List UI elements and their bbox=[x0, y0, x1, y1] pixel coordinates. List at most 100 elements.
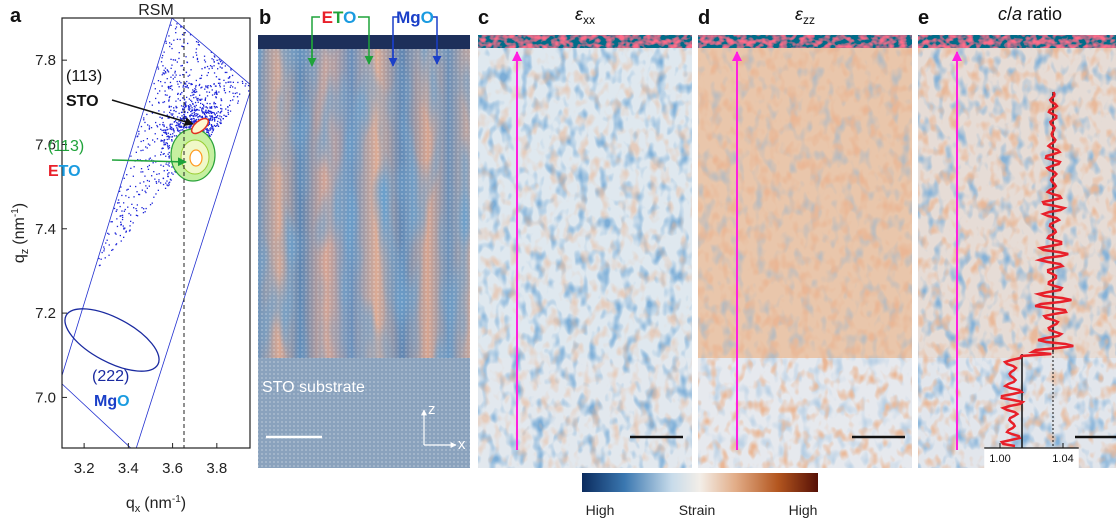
scatter-dot bbox=[167, 85, 170, 88]
scatter-dot bbox=[219, 78, 221, 81]
scatter-dot bbox=[192, 109, 194, 112]
scatter-dot bbox=[185, 116, 187, 119]
scatter-dot bbox=[185, 116, 187, 118]
scatter-dot bbox=[163, 144, 165, 146]
scatter-dot bbox=[174, 72, 176, 74]
scatter-dot bbox=[187, 87, 189, 89]
scatter-dot bbox=[192, 103, 194, 105]
scatter-dot bbox=[111, 221, 113, 223]
scatter-dot bbox=[180, 118, 182, 120]
scatter-dot bbox=[154, 141, 156, 143]
scatter-dot bbox=[188, 120, 191, 123]
scatter-dot bbox=[142, 140, 145, 142]
scatter-dot bbox=[197, 101, 199, 103]
scatter-dot bbox=[155, 161, 157, 163]
scatter-dot bbox=[175, 135, 177, 137]
scatter-dot bbox=[197, 116, 199, 118]
scatter-dot bbox=[234, 87, 236, 89]
text-part: E bbox=[48, 163, 59, 180]
x-tick-label: 3.8 bbox=[206, 460, 227, 477]
scatter-dot bbox=[175, 32, 177, 34]
scatter-dot bbox=[190, 114, 192, 116]
scatter-dot bbox=[193, 121, 195, 123]
text-part: (nm bbox=[11, 217, 28, 245]
x-tick-label: 3.6 bbox=[162, 460, 183, 477]
strain-texture bbox=[478, 35, 692, 468]
scatter-dot bbox=[167, 132, 169, 134]
scatter-dot bbox=[186, 96, 188, 98]
scatter-dot bbox=[136, 204, 138, 206]
scatter-dot bbox=[160, 81, 162, 83]
scatter-dot bbox=[130, 155, 132, 157]
scatter-dot bbox=[160, 164, 162, 166]
surface-band bbox=[918, 35, 1116, 48]
scatter-dot bbox=[215, 96, 217, 98]
scatter-dot bbox=[232, 92, 234, 94]
scatter-dot bbox=[210, 85, 212, 88]
text-part: xx bbox=[583, 13, 595, 27]
scatter-dot bbox=[204, 88, 206, 90]
scatter-dot bbox=[162, 54, 164, 57]
scatter-dot bbox=[137, 159, 139, 161]
scatter-dot bbox=[157, 80, 160, 82]
scatter-dot bbox=[189, 127, 191, 129]
scatter-dot bbox=[180, 25, 182, 27]
scatter-dot bbox=[186, 84, 188, 87]
scatter-dot bbox=[214, 120, 216, 122]
scatter-dot bbox=[169, 45, 171, 48]
scatter-dot bbox=[210, 124, 213, 126]
scatter-dot bbox=[155, 193, 157, 195]
scatter-dot bbox=[215, 106, 217, 108]
scatter-dot bbox=[166, 129, 168, 131]
scatter-dot bbox=[173, 109, 175, 112]
scatter-dot bbox=[148, 164, 150, 167]
scatter-dot bbox=[119, 190, 121, 192]
scatter-dot bbox=[163, 129, 165, 131]
scatter-dot bbox=[197, 41, 199, 43]
scatter-dot bbox=[168, 145, 170, 147]
scatter-dot bbox=[169, 181, 171, 183]
scatter-dot bbox=[188, 109, 190, 111]
scatter-dot bbox=[194, 120, 196, 123]
scatter-dot bbox=[148, 180, 150, 182]
scatter-dot bbox=[171, 140, 173, 142]
scatter-dot bbox=[210, 127, 212, 129]
scatter-dot bbox=[148, 185, 150, 187]
scatter-dot bbox=[180, 105, 183, 107]
scatter-dot bbox=[216, 116, 218, 118]
scatter-dot bbox=[189, 116, 191, 118]
scatter-dot bbox=[167, 185, 169, 187]
scatter-dot bbox=[146, 187, 148, 189]
scatter-dot bbox=[174, 70, 176, 72]
scatter-dot bbox=[158, 101, 160, 103]
scatter-dot bbox=[206, 112, 208, 114]
scatter-dot bbox=[195, 79, 197, 82]
scatter-dot bbox=[163, 51, 165, 53]
scatter-dot bbox=[225, 108, 227, 110]
text-part: -1 bbox=[172, 494, 181, 505]
scatter-dot bbox=[209, 115, 211, 117]
scatter-dot bbox=[206, 128, 208, 131]
scatter-dot bbox=[208, 68, 210, 70]
scatter-dot bbox=[204, 98, 206, 100]
scatter-dot bbox=[201, 115, 203, 118]
scatter-dot bbox=[210, 117, 212, 119]
scatter-dot bbox=[211, 125, 213, 127]
scatter-dot bbox=[182, 118, 184, 120]
scatter-dot bbox=[205, 85, 207, 87]
scatter-dot bbox=[120, 240, 122, 242]
scatter-dot bbox=[135, 208, 137, 210]
scatter-dot bbox=[125, 195, 127, 197]
scatter-dot bbox=[115, 244, 117, 246]
scatter-dot bbox=[171, 128, 173, 131]
scatter-dot bbox=[133, 166, 135, 168]
scatter-dot bbox=[155, 97, 157, 100]
scatter-dot bbox=[155, 182, 158, 184]
scatter-dot bbox=[173, 116, 175, 118]
scatter-dot bbox=[181, 45, 183, 47]
scatter-dot bbox=[151, 112, 154, 114]
scatter-dot bbox=[221, 110, 223, 112]
scatter-dot bbox=[178, 52, 180, 54]
scatter-dot bbox=[196, 58, 199, 61]
scatter-dot bbox=[210, 116, 212, 118]
